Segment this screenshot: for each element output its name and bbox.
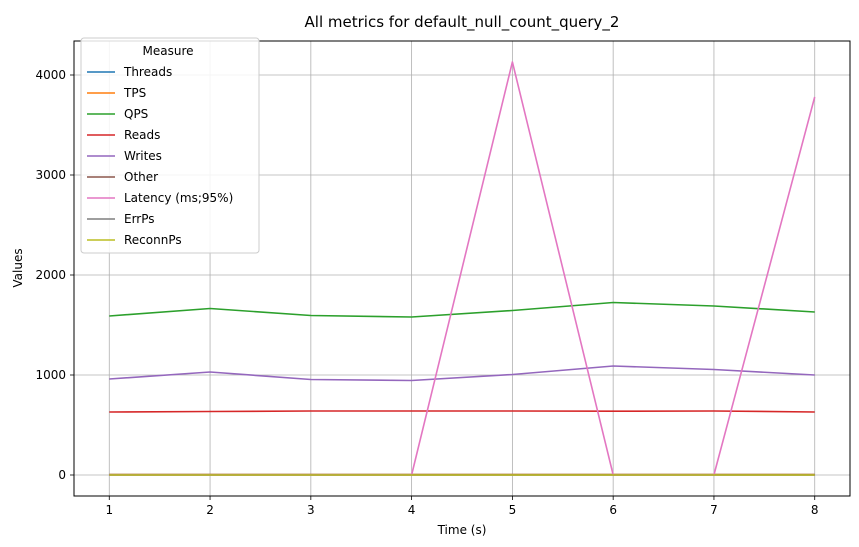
legend-box: [80, 37, 260, 254]
chart-title: All metrics for default_null_count_query…: [305, 13, 620, 32]
legend-label-qps: QPS: [124, 107, 148, 121]
x-tick-label: 6: [609, 503, 617, 517]
x-tick-label: 4: [408, 503, 416, 517]
x-tick-label: 8: [811, 503, 819, 517]
x-tick-label: 7: [710, 503, 718, 517]
legend-label-reads: Reads: [124, 128, 160, 142]
y-axis-ticks: 0 1000 2000 3000 4000: [35, 68, 74, 482]
x-tick-label: 5: [509, 503, 517, 517]
legend-label-reconnps: ReconnPs: [124, 233, 182, 247]
x-axis-ticks: 1 2 3 4 5 6 7 8: [105, 496, 819, 517]
y-tick-label: 3000: [35, 168, 66, 182]
legend-label-other: Other: [124, 170, 158, 184]
y-tick-label: 2000: [35, 268, 66, 282]
series-line-writes: [109, 365, 815, 382]
x-tick-label: 3: [307, 503, 315, 517]
legend-title: Measure: [143, 44, 194, 58]
x-tick-label: 2: [206, 503, 214, 517]
series-line-reads: [109, 410, 815, 413]
y-axis-label: Values: [11, 248, 25, 287]
series-line-qps: [109, 301, 815, 318]
legend-label-latency-ms-95: Latency (ms;95%): [124, 191, 233, 205]
legend-label-writes: Writes: [124, 149, 162, 163]
legend: Measure Threads TPS QPS Reads Writes Other Lat…: [80, 37, 260, 254]
series-lines: [109, 61, 816, 476]
plot-frame: [73, 40, 851, 497]
y-tick-label: 0: [58, 468, 66, 482]
legend-label-errps: ErrPs: [124, 212, 155, 226]
y-tick-label: 1000: [35, 368, 66, 382]
x-axis-label: Time (s): [437, 523, 487, 537]
y-tick-label: 4000: [35, 68, 66, 82]
legend-label-tps: TPS: [123, 86, 146, 100]
x-tick-label: 1: [105, 503, 113, 517]
legend-label-threads: Threads: [123, 65, 172, 79]
